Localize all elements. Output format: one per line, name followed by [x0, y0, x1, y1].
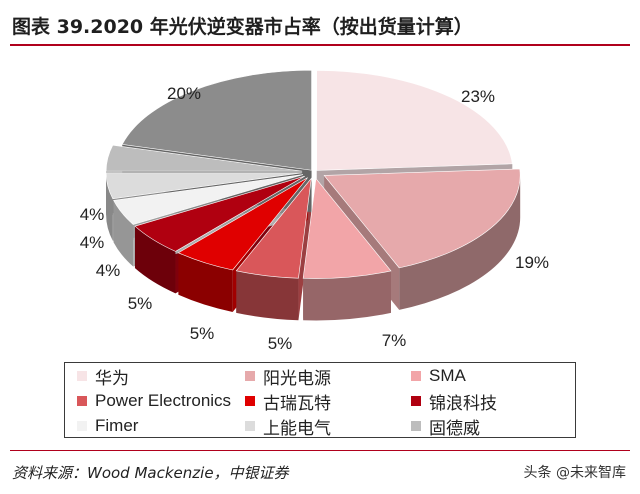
pie-slice-5 — [177, 177, 308, 271]
pie-slice-9 — [105, 144, 303, 172]
pie-slice-6 — [134, 175, 305, 252]
legend-item-9: 固德威 — [411, 415, 480, 438]
pie-slice-10 — [121, 69, 312, 171]
legend-item-3: SMA — [411, 365, 466, 387]
chart-title: 图表 39.2020 年光伏逆变器市占率（按出货量计算） — [12, 16, 473, 38]
legend-swatch — [411, 371, 421, 381]
legend-swatch — [245, 371, 255, 381]
legend-swatch — [77, 421, 87, 431]
pie-slice-2 — [323, 168, 521, 269]
slice-value-label-7: 4% — [96, 261, 121, 280]
legend-swatch — [411, 421, 421, 431]
slice-value-label-10: 20% — [167, 84, 201, 103]
legend-label: 阳光电源 — [263, 368, 331, 388]
pie-slice-side-5 — [178, 252, 233, 312]
legend-item-4: Power Electronics — [77, 390, 231, 412]
pie-slice-side-4 — [236, 270, 299, 321]
legend-label: 固德威 — [429, 418, 480, 438]
legend-label: 上能电气 — [263, 418, 331, 438]
pie-slice-4 — [235, 177, 312, 279]
legend-swatch — [77, 396, 87, 406]
slice-value-label-5: 5% — [190, 324, 215, 343]
watermark: 头条 @未来智库 — [523, 465, 626, 481]
legend-swatch — [77, 371, 87, 381]
pie-slice-7 — [113, 174, 303, 225]
chart-legend: 华为 阳光电源 SMA Power Electronics 古瑞瓦特 锦浪科技 Fimer 上… — [64, 362, 576, 438]
legend-swatch — [245, 396, 255, 406]
pie-slice-side-7 — [113, 200, 134, 267]
slice-value-label-9: 4% — [80, 205, 105, 224]
legend-item-8: 上能电气 — [245, 415, 331, 438]
pie-slice-3 — [302, 177, 392, 279]
footer-divider — [10, 450, 630, 451]
pie-chart: 23% 19% 7% 5% 5% 5% 4% 4% 4% 20% — [80, 69, 549, 353]
slice-value-label-1: 23% — [461, 87, 495, 106]
legend-label: Power Electronics — [95, 391, 232, 410]
pie-slice-side-8 — [106, 172, 113, 241]
legend-label: Fimer — [95, 416, 139, 435]
legend-label: 锦浪科技 — [429, 393, 497, 413]
slice-value-label-4: 5% — [268, 334, 293, 353]
legend-item-6: 锦浪科技 — [411, 390, 497, 413]
pie-slice-8 — [105, 172, 303, 200]
pie-slice-side-6 — [134, 226, 176, 294]
legend-item-2: 阳光电源 — [245, 365, 331, 388]
legend-swatch — [245, 421, 255, 431]
legend-label: 古瑞瓦特 — [263, 393, 331, 413]
legend-item-1: 华为 — [77, 365, 129, 388]
pie-slice-1 — [316, 70, 513, 171]
slice-value-label-6: 5% — [128, 294, 153, 313]
pie-slice-side-3 — [303, 270, 391, 321]
source-note: 资料来源：Wood Mackenzie，中银证券 — [12, 464, 289, 482]
legend-swatch — [411, 396, 421, 406]
slice-value-label-3: 7% — [382, 331, 407, 350]
slice-value-label-2: 19% — [515, 253, 549, 272]
slice-value-label-8: 4% — [80, 233, 105, 252]
legend-label: SMA — [429, 366, 466, 385]
legend-label: 华为 — [95, 368, 129, 388]
legend-item-5: 古瑞瓦特 — [245, 390, 331, 413]
legend-item-7: Fimer — [77, 415, 138, 437]
pie-slice-side-2 — [399, 175, 521, 310]
title-divider — [10, 44, 630, 46]
